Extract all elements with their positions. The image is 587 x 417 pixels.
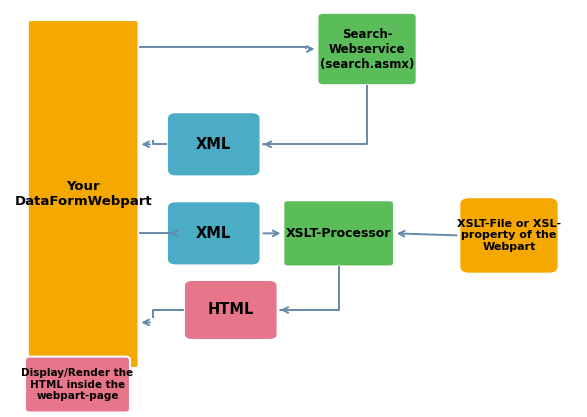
- Text: Display/Render the
HTML inside the
webpart-page: Display/Render the HTML inside the webpa…: [22, 368, 134, 401]
- Text: XML: XML: [196, 137, 231, 152]
- FancyBboxPatch shape: [184, 280, 278, 340]
- FancyBboxPatch shape: [167, 201, 261, 266]
- Text: Search-
Webservice
(search.asmx): Search- Webservice (search.asmx): [320, 28, 414, 70]
- Text: XML: XML: [196, 226, 231, 241]
- Text: Your
DataFormWebpart: Your DataFormWebpart: [14, 180, 152, 208]
- FancyBboxPatch shape: [284, 200, 394, 266]
- FancyBboxPatch shape: [318, 13, 417, 85]
- Text: XSLT-Processor: XSLT-Processor: [286, 227, 392, 240]
- FancyBboxPatch shape: [459, 197, 559, 274]
- FancyBboxPatch shape: [28, 20, 139, 368]
- FancyBboxPatch shape: [167, 112, 261, 176]
- Text: HTML: HTML: [208, 302, 254, 317]
- Text: XSLT-File or XSL-
property of the
Webpart: XSLT-File or XSL- property of the Webpar…: [457, 219, 561, 252]
- FancyBboxPatch shape: [25, 357, 130, 412]
